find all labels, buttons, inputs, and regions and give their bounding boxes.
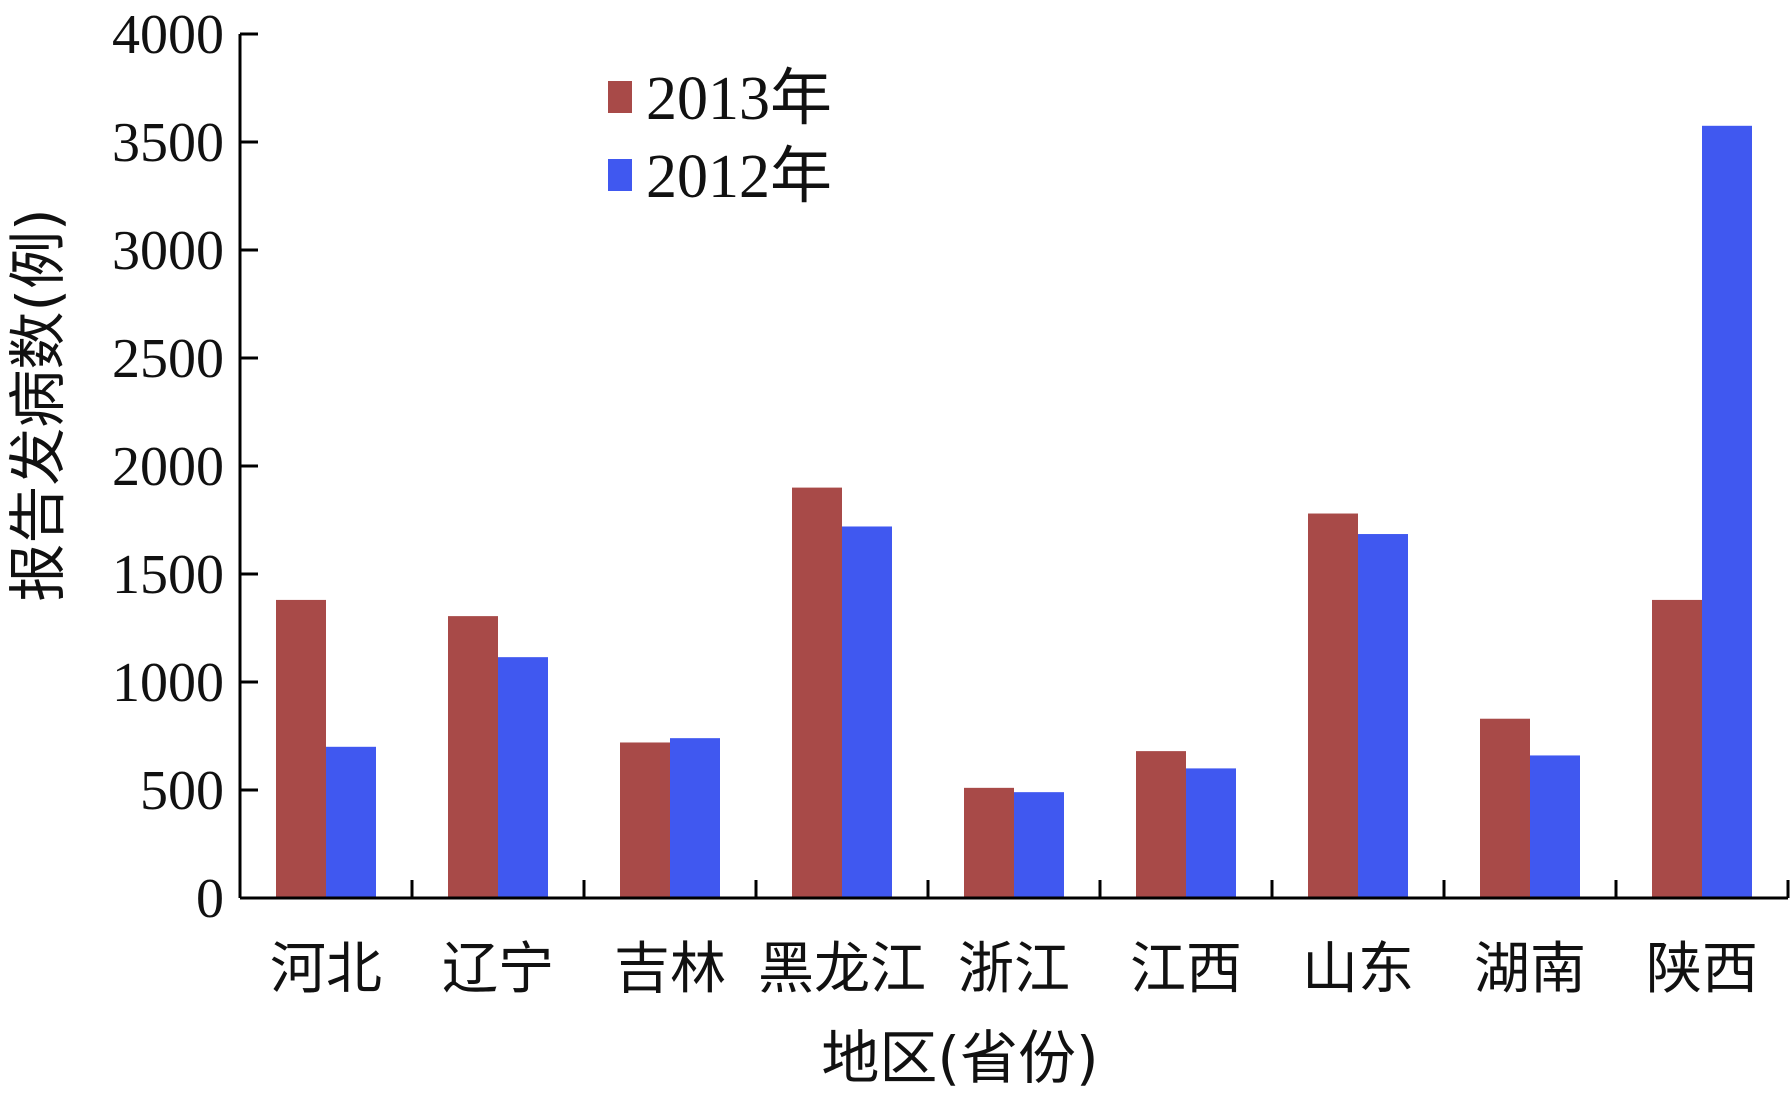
x-category-label: 河北 xyxy=(270,937,382,1002)
legend-label: 2013年 xyxy=(646,65,832,133)
bar-2013年-辽宁 xyxy=(448,616,498,898)
bar-2012年-辽宁 xyxy=(498,657,548,898)
y-tick-label: 2500 xyxy=(112,328,224,390)
x-axis-title: 地区(省份) xyxy=(821,1024,1098,1092)
bar-2013年-湖南 xyxy=(1480,718,1530,898)
bar-2012年-吉林 xyxy=(670,738,720,898)
bar-2013年-浙江 xyxy=(964,787,1014,898)
bars xyxy=(276,125,1752,899)
legend: 2013年 2012年 xyxy=(608,65,832,211)
y-tick-label: 1000 xyxy=(112,652,224,714)
y-tick-label: 3000 xyxy=(112,220,224,282)
bar-2012年-浙江 xyxy=(1014,792,1064,898)
bar-2012年-黑龙江 xyxy=(842,526,892,898)
x-category-label: 黑龙江 xyxy=(758,937,926,1002)
x-category-label: 浙江 xyxy=(958,937,1070,1002)
bar-2013年-黑龙江 xyxy=(792,487,842,898)
x-category-label: 辽宁 xyxy=(442,937,554,1002)
legend-label: 2012年 xyxy=(646,143,832,211)
x-category-label: 陕西 xyxy=(1646,937,1758,1002)
y-tick-label: 2000 xyxy=(112,436,224,498)
bar-2013年-吉林 xyxy=(620,742,670,898)
legend-swatch xyxy=(608,159,632,191)
bar-2013年-山东 xyxy=(1308,513,1358,898)
y-tick-label: 500 xyxy=(140,760,224,822)
bar-2012年-河北 xyxy=(326,746,376,898)
y-axis-ticks: 0 500 1000 1500 2000 2500 3000 3500 4000 xyxy=(112,4,258,930)
bar-2012年-山东 xyxy=(1358,534,1408,898)
bar-2013年-河北 xyxy=(276,599,326,898)
y-tick-label: 0 xyxy=(196,868,224,930)
legend-swatch xyxy=(608,81,632,113)
bar-2013年-陕西 xyxy=(1652,599,1702,898)
y-tick-label: 4000 xyxy=(112,4,224,66)
bar-2012年-湖南 xyxy=(1530,755,1580,898)
bar-2013年-江西 xyxy=(1136,751,1186,898)
y-tick-label: 1500 xyxy=(112,544,224,606)
x-category-label: 湖南 xyxy=(1474,937,1586,1002)
x-category-label: 吉林 xyxy=(614,937,726,1002)
x-category-label: 山东 xyxy=(1302,937,1414,1002)
bar-2012年-江西 xyxy=(1186,768,1236,898)
bar-2012年-陕西 xyxy=(1702,125,1752,899)
x-axis-ticks: 河北 辽宁 吉林 黑龙江 浙江 江西 山东 湖南 陕西 xyxy=(270,880,1790,1002)
x-category-label: 江西 xyxy=(1130,937,1242,1002)
y-tick-label: 3500 xyxy=(112,112,224,174)
y-axis-title: 报告发病数(例) xyxy=(4,208,72,601)
